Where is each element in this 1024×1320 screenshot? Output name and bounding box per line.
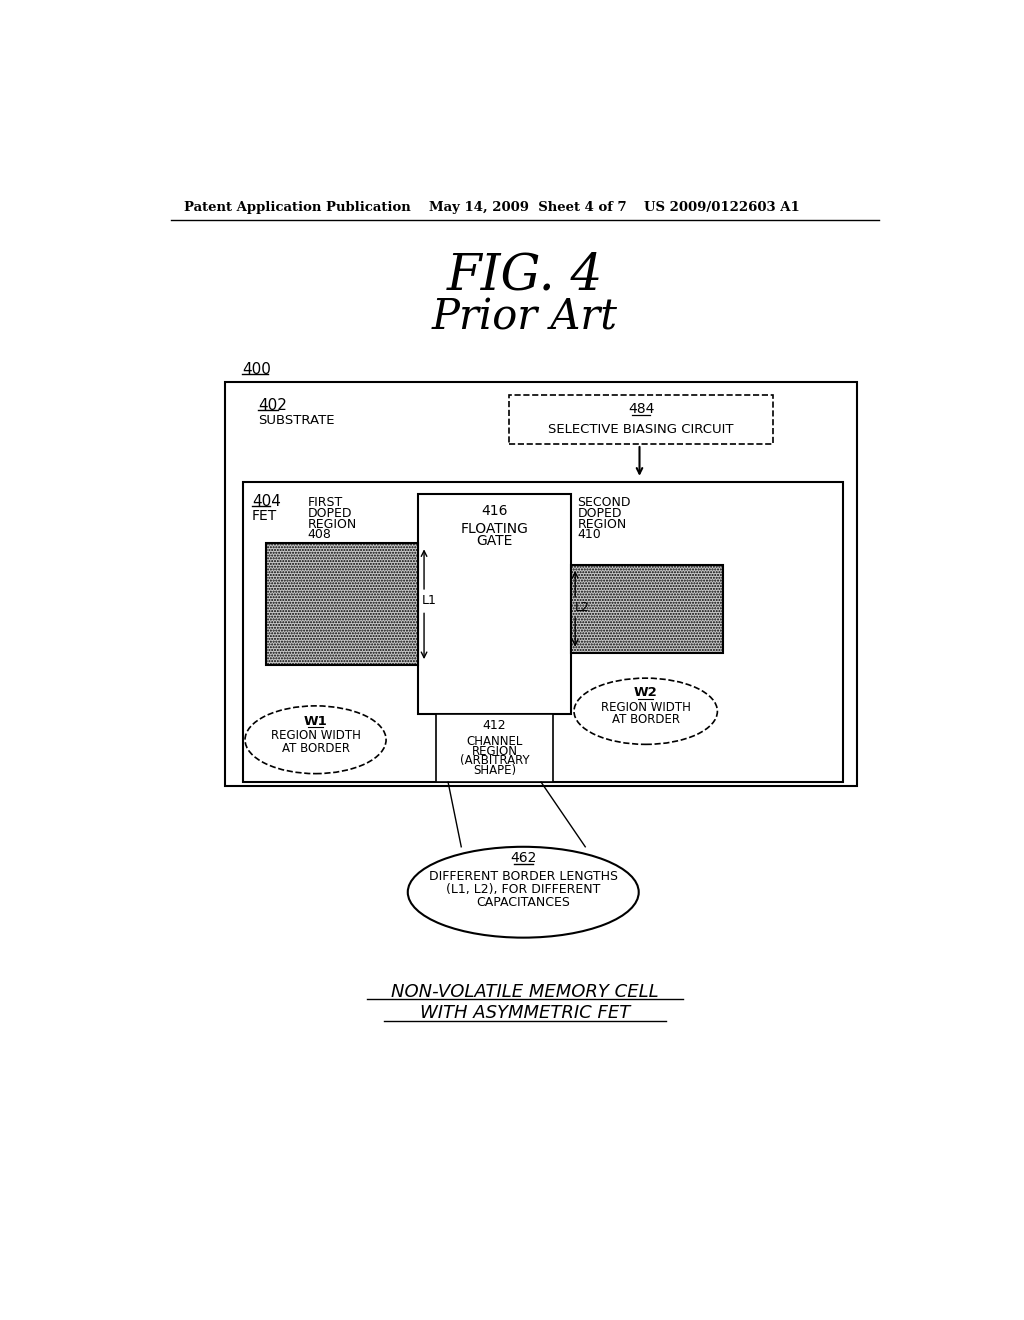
Text: 412: 412 [482,718,507,731]
Text: 484: 484 [628,403,654,416]
Bar [225,383,856,785]
Bar [243,482,843,781]
Bar [266,544,418,665]
Text: REGION WIDTH: REGION WIDTH [601,701,690,714]
Text: REGION: REGION [308,517,357,531]
Text: REGION: REGION [578,517,627,531]
Text: 404: 404 [252,494,281,510]
Bar [418,494,571,714]
Text: FET: FET [252,508,278,523]
Text: DOPED: DOPED [308,507,352,520]
Text: SECOND: SECOND [578,496,631,510]
Text: SUBSTRATE: SUBSTRATE [258,413,335,426]
Text: 402: 402 [258,399,287,413]
Text: 408: 408 [308,528,332,541]
Text: REGION: REGION [472,744,517,758]
Bar [436,714,553,781]
Text: AT BORDER: AT BORDER [611,713,680,726]
Text: DIFFERENT BORDER LENGTHS: DIFFERENT BORDER LENGTHS [429,870,617,883]
Text: SELECTIVE BIASING CIRCUIT: SELECTIVE BIASING CIRCUIT [548,422,734,436]
Text: AT BORDER: AT BORDER [282,742,349,755]
Text: (L1, L2), FOR DIFFERENT: (L1, L2), FOR DIFFERENT [446,883,600,896]
Text: L2: L2 [574,601,589,614]
Text: SHAPE): SHAPE) [473,764,516,777]
Bar [509,395,773,444]
Text: 462: 462 [510,851,537,866]
Text: NON-VOLATILE MEMORY CELL: NON-VOLATILE MEMORY CELL [391,982,658,1001]
Text: WITH ASYMMETRIC FET: WITH ASYMMETRIC FET [420,1005,630,1022]
Text: CHANNEL: CHANNEL [466,735,523,748]
Text: May 14, 2009  Sheet 4 of 7: May 14, 2009 Sheet 4 of 7 [429,201,627,214]
Text: REGION WIDTH: REGION WIDTH [270,730,360,742]
Text: 416: 416 [481,504,508,517]
Text: CAPACITANCES: CAPACITANCES [476,896,570,908]
Ellipse shape [245,706,386,774]
Text: US 2009/0122603 A1: US 2009/0122603 A1 [644,201,800,214]
Text: GATE: GATE [476,535,513,548]
Text: W2: W2 [634,686,657,700]
Text: W1: W1 [304,714,328,727]
Ellipse shape [408,847,639,937]
Bar [571,565,723,653]
Text: FIRST: FIRST [308,496,343,510]
Text: FLOATING: FLOATING [461,521,528,536]
Text: L1: L1 [422,594,436,607]
Text: FIG. 4: FIG. 4 [446,251,603,300]
Ellipse shape [574,678,718,744]
Text: 400: 400 [242,362,270,378]
Text: (ARBITRARY: (ARBITRARY [460,754,529,767]
Text: 410: 410 [578,528,601,541]
Text: DOPED: DOPED [578,507,622,520]
Text: Prior Art: Prior Art [432,297,617,339]
Text: Patent Application Publication: Patent Application Publication [183,201,411,214]
